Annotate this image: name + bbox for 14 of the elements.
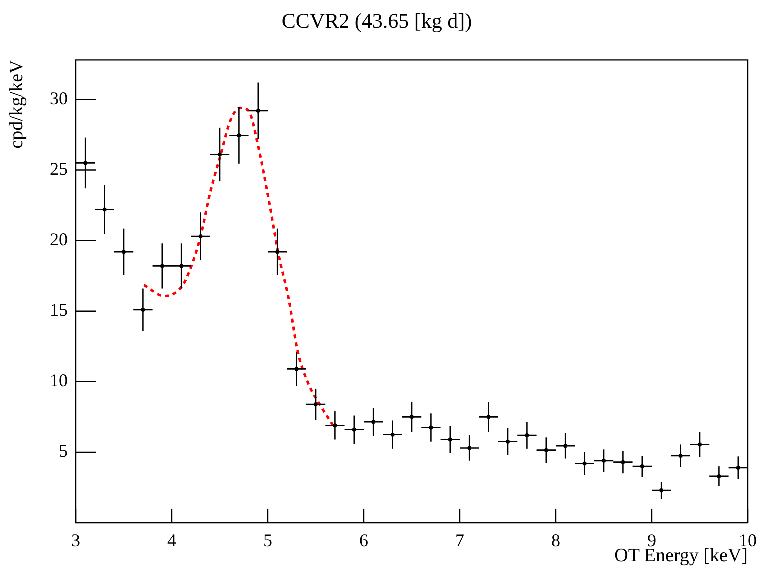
y-tick-label: 20 (50, 230, 68, 250)
y-tick-label: 10 (50, 370, 68, 391)
y-tick-label: 15 (50, 300, 68, 320)
x-tick-label: 5 (264, 530, 272, 551)
x-tick-label: 4 (168, 530, 176, 551)
x-tick-label: 8 (552, 530, 560, 551)
y-tick-label: 5 (59, 441, 68, 462)
x-tick-label: 7 (456, 530, 464, 551)
y-tick-label: 25 (50, 158, 68, 179)
chart-title: CCVR2 (43.65 [kg d]) (282, 9, 472, 34)
y-axis-title: cpd/kg/keV (6, 60, 28, 149)
x-tick-label: 6 (360, 530, 368, 551)
y-tick-label: 30 (50, 88, 68, 108)
x-tick-label: 3 (72, 530, 80, 551)
